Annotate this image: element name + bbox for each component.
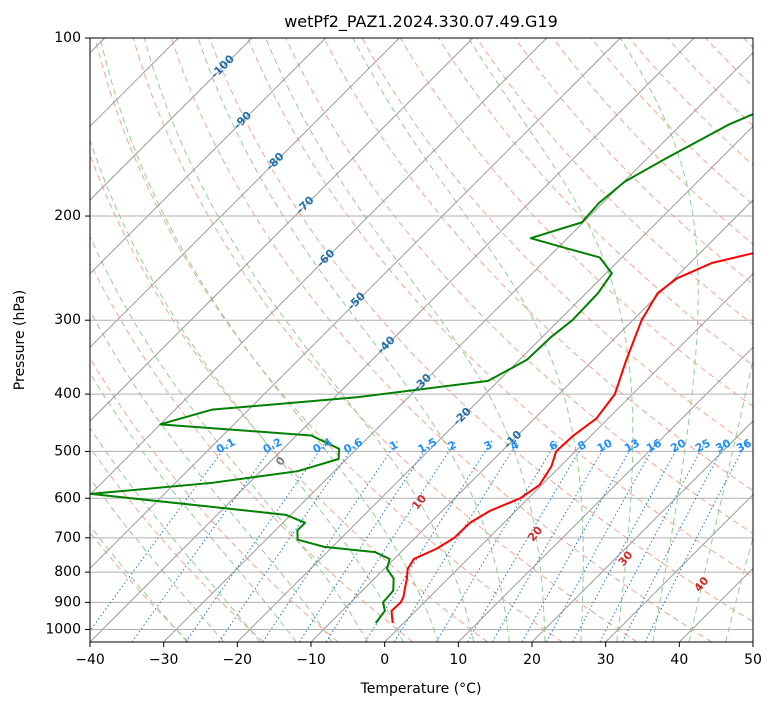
- isotherm-line: [90, 38, 695, 642]
- y-axis-title: Pressure (hPa): [12, 290, 28, 390]
- y-tick-label: 400: [54, 386, 81, 402]
- mixing-ratio-line: [467, 440, 586, 642]
- mixing-ratio-label: 16: [644, 436, 664, 455]
- mixing-ratio-label: 25: [693, 436, 713, 455]
- isotherm-line: [90, 38, 474, 422]
- moist-adiabat-line: [265, 38, 546, 642]
- mixing-ratio-line: [218, 440, 358, 642]
- isotherm-line: [90, 38, 548, 496]
- moist-adiabat-line: [197, 38, 510, 642]
- moist-adiabat-line: [90, 372, 297, 642]
- mixing-ratio-label: 20: [668, 436, 688, 455]
- y-tick-label: 500: [54, 443, 81, 459]
- y-tick-label: 800: [54, 564, 81, 580]
- isotherm-line: [90, 38, 253, 201]
- mixing-ratio-label: 10: [595, 436, 615, 455]
- x-tick-label: −40: [75, 652, 105, 668]
- moist-adiabat-line: [619, 38, 699, 642]
- mixing-ratio-line: [325, 440, 457, 642]
- mixing-ratio-line: [393, 440, 519, 642]
- x-tick-label: 30: [597, 652, 615, 668]
- isotherm-line: [236, 125, 753, 642]
- y-tick-label: 700: [54, 530, 81, 546]
- x-axis-title: Temperature (°C): [360, 681, 482, 697]
- moist-adiabat-line: [90, 235, 369, 642]
- moist-adiabat-line: [99, 38, 439, 642]
- isotherm-line: [531, 420, 753, 642]
- plot-frame: [89, 37, 754, 643]
- isotherm-line: [90, 38, 400, 349]
- dry-adiabat-line: [323, 38, 753, 492]
- mixing-ratio-line: [298, 440, 432, 642]
- y-tick-label: 200: [54, 208, 81, 224]
- x-tick-label: 50: [744, 652, 762, 668]
- x-tick-label: 20: [523, 652, 541, 668]
- chart-title: wetPf2_PAZ1.2024.330.07.49.G19: [284, 12, 558, 32]
- y-tick-label: 1000: [45, 621, 81, 637]
- dry-adiabat-line: [209, 38, 753, 623]
- mixing-ratio-label: 36: [734, 436, 754, 455]
- axes: −40 −30 −20 −10 0 10 20 30 40 50 1000 900 800 700 600 5…: [45, 30, 762, 668]
- y-tick-label: 300: [54, 312, 81, 328]
- dry-adiabat-line: [90, 261, 414, 642]
- dry-adiabat-line: [90, 446, 264, 642]
- profile-series: [90, 113, 753, 624]
- moist-adiabat-line: [90, 138, 404, 642]
- moist-adiabat-line: [725, 536, 753, 642]
- isotherm-line: [457, 346, 753, 642]
- y-tick-label: 600: [54, 490, 81, 506]
- mixing-ratio-label: 30: [713, 436, 733, 455]
- dry-adiabat-line: [132, 38, 638, 642]
- isotherm-line: [310, 199, 753, 642]
- mixing-ratio-line: [644, 440, 748, 642]
- dry-adiabat-line: [247, 38, 753, 578]
- dry-adiabat-line: [476, 38, 753, 326]
- x-tick-label: −30: [149, 652, 179, 668]
- moist-adiabat-line: [90, 477, 225, 642]
- mixing-ratio-line: [262, 440, 398, 642]
- mixing-ratio-line: [521, 440, 636, 642]
- y-tick-label: 100: [54, 30, 81, 46]
- mixing-ratio-label: 13: [622, 436, 642, 455]
- isotherm-line: [90, 38, 621, 570]
- mixing-ratio-line: [185, 440, 327, 642]
- x-tick-label: 0: [380, 652, 389, 668]
- moist-adiabat-line: [90, 524, 188, 642]
- isotherm-line: [384, 272, 753, 642]
- mixing-ratio-line: [90, 440, 231, 632]
- isotherm-line: [90, 38, 327, 275]
- x-tick-label: 40: [670, 652, 688, 668]
- mixing-ratio-line: [435, 440, 558, 642]
- dry-adiabat-line: [170, 38, 712, 642]
- mixing-ratio-line: [545, 440, 658, 642]
- x-tick-label: −10: [296, 652, 326, 668]
- x-tick-label: 10: [449, 652, 467, 668]
- dry-adiabat-line: [90, 357, 339, 642]
- dry-adiabat-line: [514, 38, 753, 285]
- isotherm-line: [163, 51, 753, 642]
- background-grid: [90, 38, 753, 642]
- temperature-line: [390, 252, 753, 624]
- dewpoint-line: [90, 113, 753, 624]
- moist-adiabat-line: [352, 38, 584, 642]
- moist-adiabat-line: [90, 309, 333, 642]
- isotherm-line: [605, 493, 753, 642]
- dry-adiabat-line: [94, 38, 563, 642]
- moist-adiabat-line: [143, 38, 475, 642]
- y-tick-label: 900: [54, 594, 81, 610]
- isotherm-line: [752, 641, 753, 642]
- moist-adiabat-line: [688, 357, 753, 642]
- plot-background: [90, 38, 753, 642]
- x-tick-label: −20: [223, 652, 253, 668]
- moist-adiabat-line: [90, 427, 261, 642]
- mixing-ratio-line: [491, 440, 609, 642]
- dry-adiabat-line: [285, 38, 753, 535]
